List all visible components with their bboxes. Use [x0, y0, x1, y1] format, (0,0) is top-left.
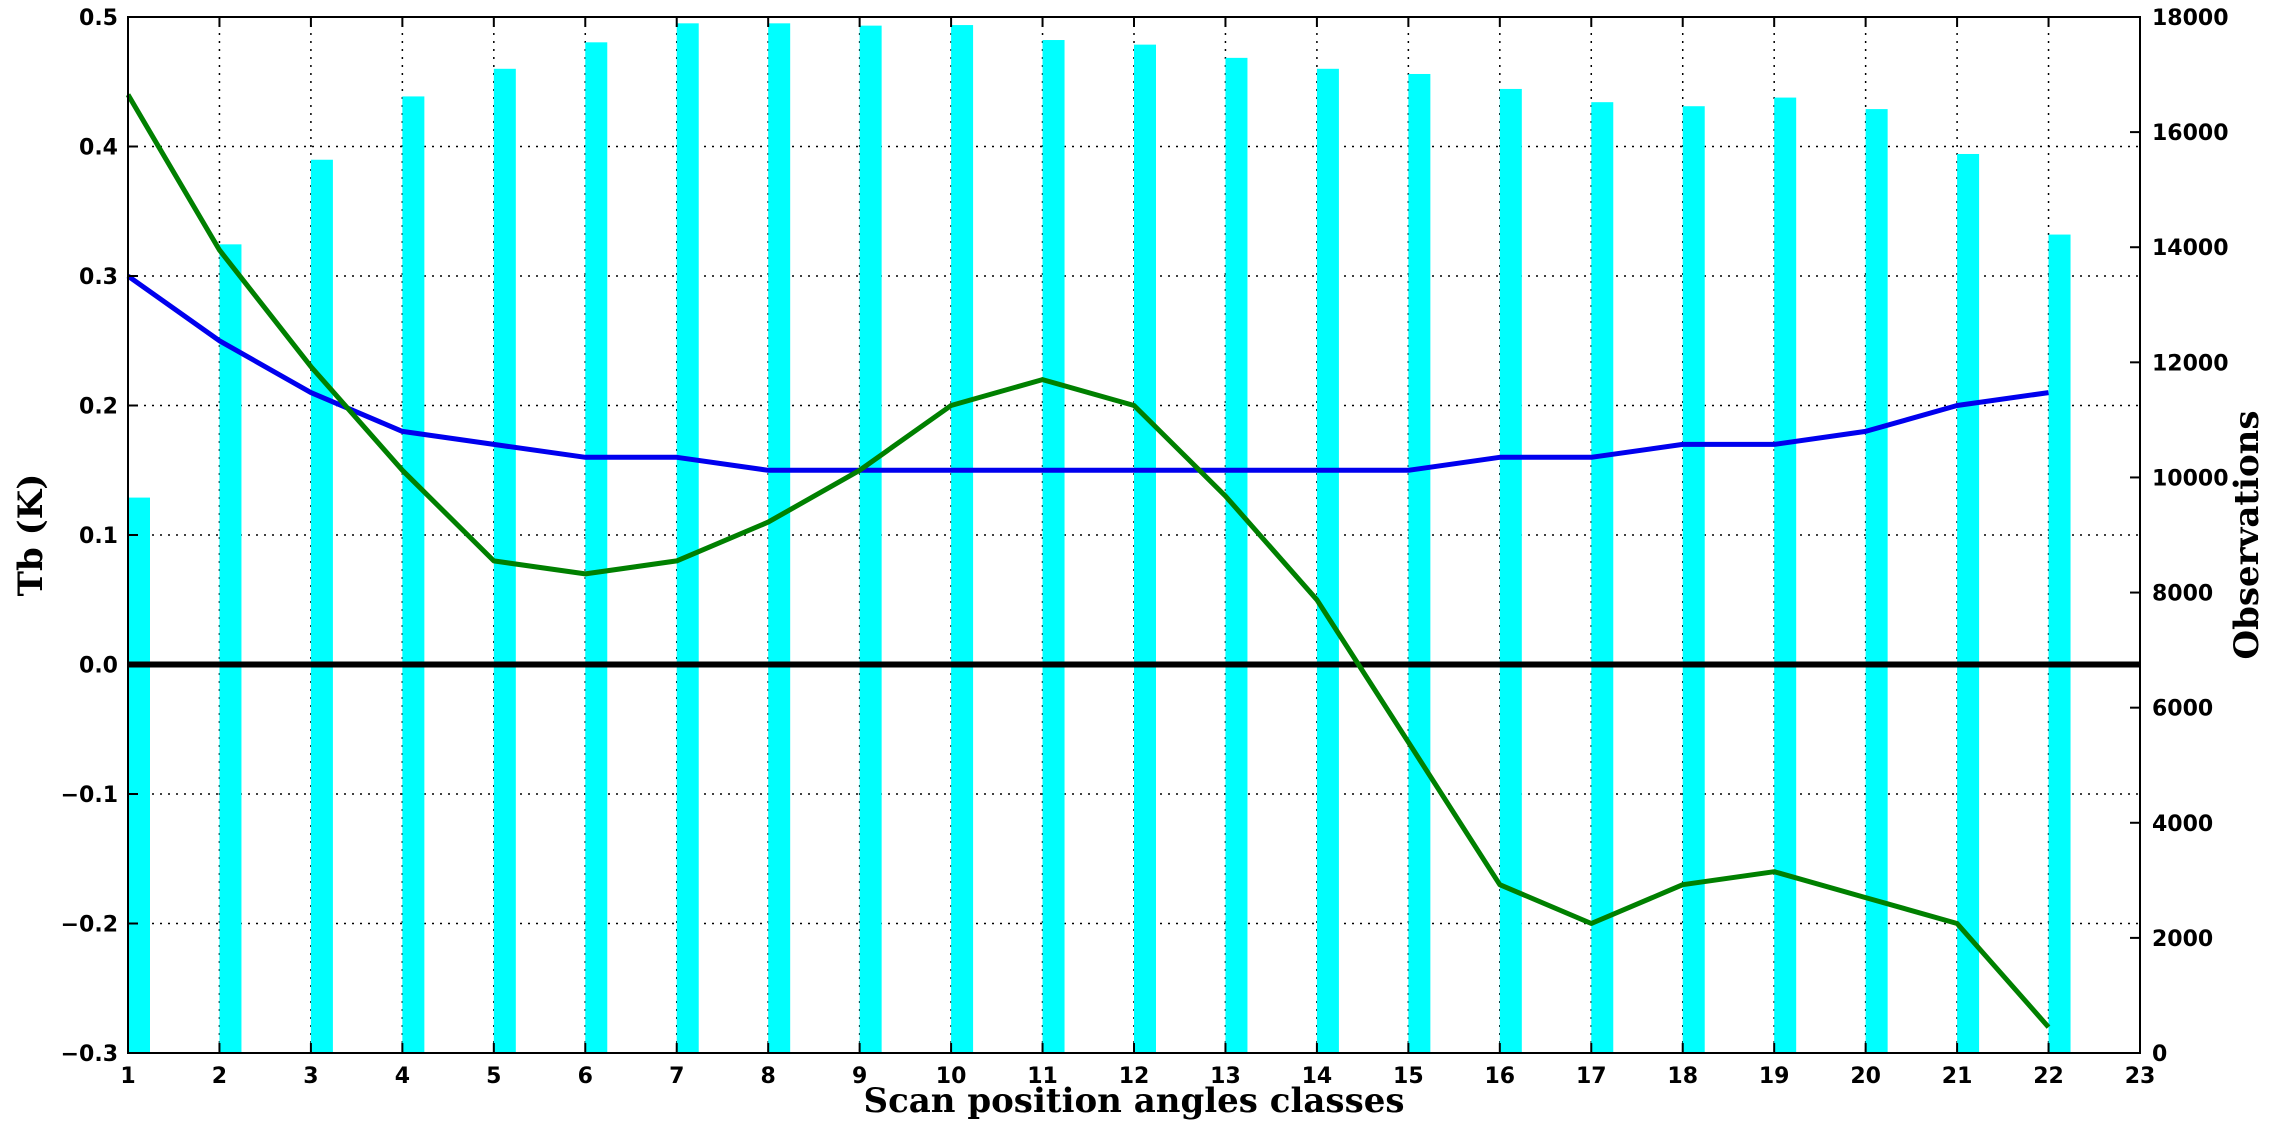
y-right-tick-label: 6000 [2152, 697, 2213, 722]
x-tick-label: 19 [1759, 1064, 1790, 1089]
bar [1134, 44, 1156, 1054]
bar [1774, 97, 1797, 1054]
x-tick-label: 6 [578, 1064, 593, 1089]
y-right-tick-label: 4000 [2152, 812, 2213, 837]
y-left-tick-label: 0.4 [79, 136, 118, 161]
bar [676, 23, 699, 1054]
plot-frame [127, 16, 2141, 1054]
x-tick-label: 17 [1576, 1064, 1607, 1089]
x-tick-label: 15 [1393, 1064, 1424, 1089]
bar [1408, 73, 1431, 1054]
y-left-tick-label: 0.1 [79, 524, 118, 549]
x-tick-label: 3 [303, 1064, 318, 1089]
tick-labels: 1 2 3 4 5 6 7 8 9 10 11 12 13 14 15 16 17 18 19 20 21 22 230.5… [61, 6, 2229, 1089]
y-left-tick-label: 0.5 [79, 6, 118, 31]
x-tick-label: 1 [120, 1064, 135, 1089]
bar [402, 96, 425, 1054]
x-tick-label: 11 [1027, 1064, 1058, 1089]
y-left-tick-label: −0.1 [61, 783, 118, 808]
x-tick-label: 8 [761, 1064, 776, 1089]
x-axis-title: Scan position angles classes [864, 1081, 1405, 1121]
x-tick-label: 20 [1850, 1064, 1881, 1089]
bar [219, 244, 242, 1053]
bar [1499, 88, 1522, 1053]
y-right-tick-label: 0 [2152, 1042, 2167, 1067]
x-tick-label: 4 [395, 1064, 410, 1089]
y-left-tick-label: −0.3 [61, 1042, 118, 1067]
x-tick-label: 2 [212, 1064, 227, 1089]
bar [2048, 234, 2071, 1053]
bar [1682, 106, 1705, 1053]
bar [310, 159, 333, 1053]
y-right-tick-label: 16000 [2152, 121, 2229, 146]
x-tick-label: 12 [1119, 1064, 1150, 1089]
series-lines [125, 93, 2051, 1029]
bar [951, 25, 974, 1054]
x-tick-label: 21 [1942, 1064, 1973, 1089]
x-tick-label: 7 [669, 1064, 684, 1089]
series-line-2 [125, 93, 2051, 1029]
bar [859, 25, 882, 1054]
x-tick-label: 14 [1302, 1064, 1333, 1089]
bar [1225, 57, 1248, 1054]
bars [128, 23, 2071, 1054]
x-tick-label: 5 [486, 1064, 501, 1089]
x-tick-label: 10 [936, 1064, 967, 1089]
bar [1042, 40, 1065, 1054]
series-line-1 [126, 273, 2049, 473]
y-axis-right-title: Observations [2227, 410, 2267, 659]
y-right-tick-label: 8000 [2152, 582, 2213, 607]
y-right-tick-label: 10000 [2152, 466, 2229, 491]
y-left-tick-label: −0.2 [61, 913, 118, 938]
bar [585, 42, 608, 1053]
y-axis-left-title: Tb (K) [11, 474, 51, 597]
y-left-tick-label: 0.0 [79, 654, 118, 679]
bar [768, 23, 791, 1054]
x-tick-label: 13 [1210, 1064, 1241, 1089]
y-right-tick-label: 18000 [2152, 6, 2229, 31]
y-right-tick-label: 2000 [2152, 927, 2213, 952]
y-right-tick-label: 12000 [2152, 351, 2229, 376]
x-tick-label: 16 [1485, 1064, 1516, 1089]
bar [1865, 109, 1888, 1054]
y-right-tick-label: 14000 [2152, 236, 2229, 261]
y-left-tick-label: 0.3 [79, 265, 118, 290]
bar [1591, 102, 1614, 1053]
x-tick-label: 23 [2125, 1064, 2156, 1089]
bar [128, 497, 150, 1054]
x-tick-label: 18 [1667, 1064, 1698, 1089]
bar [1957, 153, 1980, 1053]
x-tick-label: 9 [852, 1064, 867, 1089]
bar [1316, 68, 1339, 1054]
x-tick-label: 22 [2033, 1064, 2064, 1089]
y-left-tick-label: 0.2 [79, 395, 118, 420]
